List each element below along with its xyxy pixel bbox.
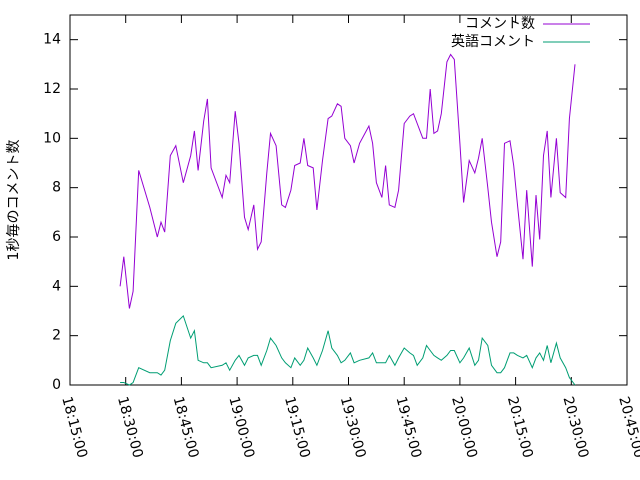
y-tick-label: 4 xyxy=(52,278,61,294)
y-tick-label: 8 xyxy=(52,180,61,196)
y-tick-label: 6 xyxy=(52,229,61,245)
legend-label: コメント数 xyxy=(465,16,535,32)
y-tick-label: 0 xyxy=(52,377,61,393)
legend-label: 英語コメント xyxy=(451,33,535,50)
series-line xyxy=(119,53,576,309)
y-tick-label: 12 xyxy=(43,81,61,97)
plot-border xyxy=(69,14,628,386)
y-tick-label: 10 xyxy=(43,130,61,146)
series-line xyxy=(120,314,576,386)
y-tick-label: 14 xyxy=(43,32,61,48)
y-axis-label: 1秒毎のコメント数 xyxy=(6,140,22,261)
y-tick-label: 2 xyxy=(52,328,61,344)
